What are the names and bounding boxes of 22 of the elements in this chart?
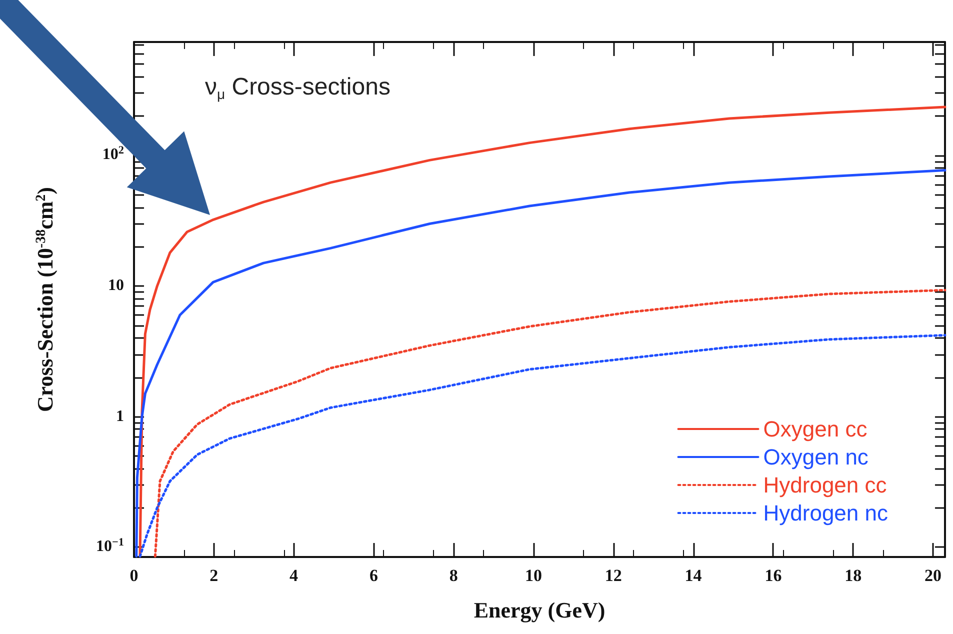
- y-tick-label: 10: [108, 276, 124, 296]
- legend-label: Hydrogen cc: [763, 472, 887, 498]
- x-tick-label: 4: [290, 566, 299, 585]
- x-tick-label: 8: [449, 566, 458, 585]
- x-tick-label: 6: [369, 566, 378, 585]
- y-axis-title: Cross-Section (10-38cm2): [32, 186, 58, 412]
- legend-label: Oxygen cc: [763, 416, 868, 442]
- x-axis-title: Energy (GeV): [474, 598, 606, 622]
- y-tick-label: 10$^{−1}$: [96, 536, 124, 558]
- x-tick-label: 12: [604, 566, 622, 585]
- y-tick-label: 1: [116, 406, 124, 427]
- x-tick-label: 14: [684, 566, 702, 585]
- x-tick-label: 16: [764, 566, 782, 585]
- x-tick-label: 18: [844, 566, 862, 585]
- legend-label: Hydrogen nc: [763, 500, 888, 526]
- line-series: [154, 288, 946, 558]
- x-tick-label: 20: [924, 566, 942, 585]
- legend-label: Oxygen nc: [763, 444, 868, 470]
- x-tick-label: 2: [210, 566, 218, 585]
- x-tick-label: 10: [525, 566, 542, 585]
- x-tick-label: 0: [130, 566, 138, 585]
- y-tick-label: 10$^{2}$: [102, 144, 124, 166]
